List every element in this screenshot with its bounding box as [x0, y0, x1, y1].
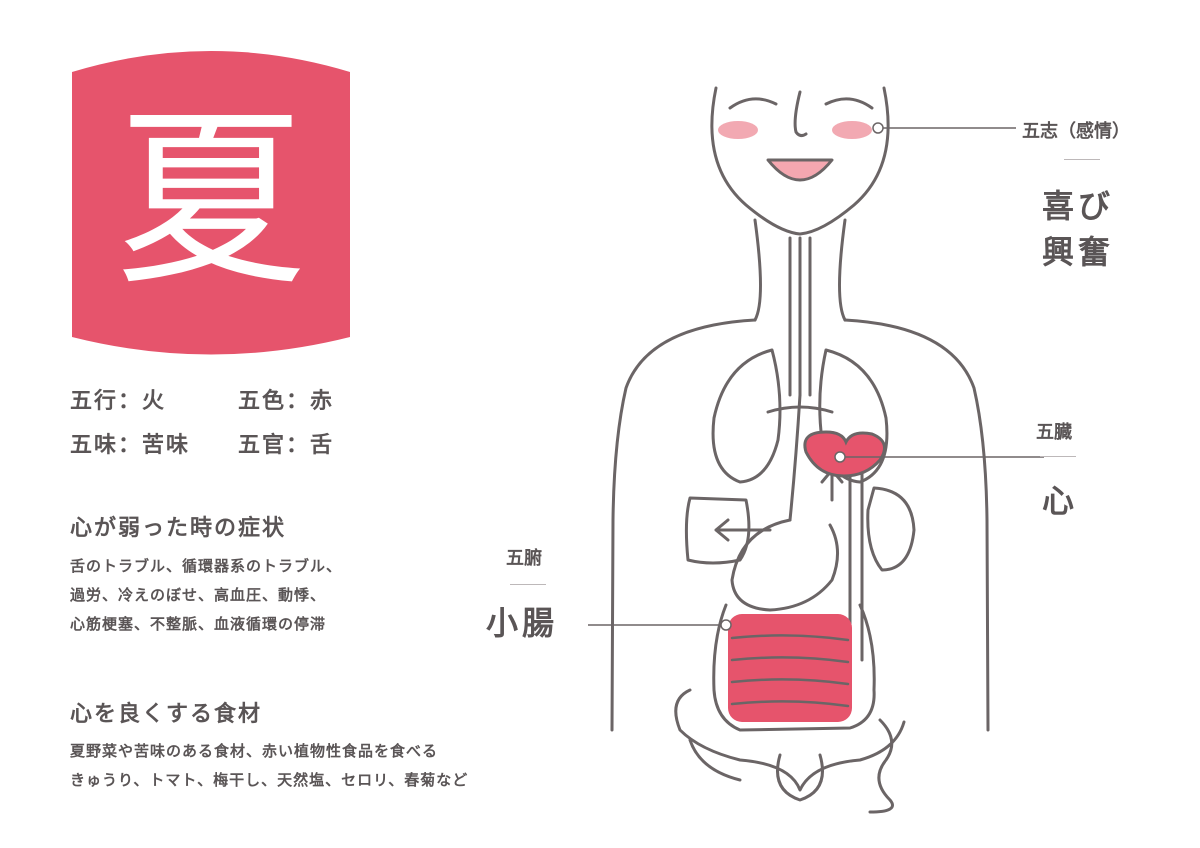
bowel-divider	[510, 584, 546, 585]
attribute-element: 五行：火	[70, 389, 167, 414]
organ-callout-dot	[834, 451, 846, 463]
right-lung	[818, 348, 889, 484]
attribute-color: 五色：赤	[238, 389, 335, 414]
large-intestine	[712, 603, 876, 732]
attribute-row: 五行：火 五色：赤	[70, 380, 406, 424]
attribute-sense-organ: 五官：舌	[238, 433, 335, 458]
nose	[793, 90, 808, 138]
emotion-category-label: 五志（感情）	[1022, 121, 1130, 142]
liver	[684, 496, 751, 565]
organ-category-label: 五臓	[1036, 422, 1072, 443]
emotion-callout-dot	[872, 122, 884, 134]
emotion-divider	[1064, 159, 1100, 160]
emotion-value-line: 喜び	[1042, 187, 1115, 225]
left-eye	[728, 97, 778, 110]
emotion-value: 喜び 興奮	[1042, 183, 1114, 275]
foods-title: 心を良くする食材	[70, 702, 263, 727]
neck-left	[753, 218, 762, 322]
pelvis	[674, 688, 906, 792]
head-outline	[710, 86, 890, 236]
attribute-row: 五味：苦味 五官：舌	[70, 424, 406, 468]
spleen	[866, 486, 916, 572]
right-eye	[824, 97, 874, 110]
left-lung	[711, 348, 782, 484]
organ-divider	[1040, 456, 1076, 457]
symptoms-line: 心筋梗塞、不整脈、血液循環の停滞	[70, 615, 327, 633]
mouth	[766, 158, 834, 182]
five-elements-attributes: 五行：火 五色：赤 五味：苦味 五官：舌	[70, 380, 406, 468]
bowel-value: 小腸	[486, 604, 559, 642]
symptoms-line: 過労、冷えのぼせ、高血圧、動悸、	[70, 586, 327, 604]
foods-list: 夏野菜や苦味のある食材、赤い植物性食品を食べる きゅうり、トマト、梅干し、天然塩…	[70, 737, 468, 795]
organ-value: 心	[1042, 482, 1079, 520]
stomach	[730, 518, 839, 612]
bowel-category-label: 五腑	[506, 548, 542, 569]
symptoms-title: 心が弱った時の症状	[70, 516, 287, 541]
right-shoulder	[843, 318, 990, 732]
season-character: 夏	[115, 90, 306, 311]
esophagus	[788, 393, 802, 522]
banner-shape	[72, 51, 350, 355]
symptoms-line: 舌のトラブル、循環器系のトラブル、	[70, 557, 343, 575]
symptoms-list: 舌のトラブル、循環器系のトラブル、 過労、冷えのぼせ、高血圧、動悸、 心筋梗塞、…	[70, 552, 342, 639]
left-shoulder	[610, 318, 757, 732]
foods-line: きゅうり、トマト、梅干し、天然塩、セロリ、春菊など	[70, 771, 469, 789]
emotion-value-line: 興奮	[1042, 233, 1115, 271]
attribute-taste: 五味：苦味	[70, 433, 191, 458]
arrow-to-liver	[714, 518, 772, 542]
bladder	[776, 753, 824, 802]
rectum	[868, 718, 894, 814]
season-banner: 夏	[72, 42, 350, 360]
left-cheek	[718, 121, 758, 139]
neck-right	[838, 218, 847, 322]
right-cheek	[832, 121, 872, 139]
foods-line: 夏野菜や苦味のある食材、赤い植物性食品を食べる	[70, 742, 439, 760]
bowel-callout-dot	[720, 619, 732, 631]
small-intestine	[728, 614, 852, 722]
